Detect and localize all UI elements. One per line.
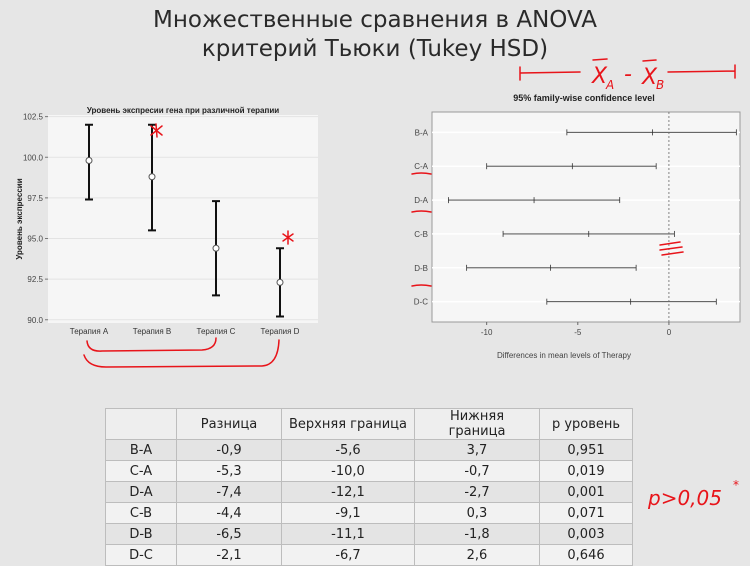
formula-xa: X [591,64,608,89]
value-cell: -0,7 [414,460,540,482]
table-body: B-A -0,9 -5,6 3,7 0,951 C-A -5,3 -10,0 -0,7 0,019… [105,439,633,566]
value-cell: -12,1 [281,481,415,503]
x-tick-label: Терапия B [133,327,171,336]
table-header-cell: Разница [176,408,282,440]
underline-ca [411,172,432,175]
table-header-cell: p уровень [539,408,633,440]
value-cell: 0,071 [539,502,633,524]
x-tick-label: -10 [481,328,493,337]
formula-xa-bar [592,58,608,61]
bracket-a-d [83,339,280,368]
comparison-cell: B-A [105,439,177,461]
table-row: B-A -0,9 -5,6 3,7 0,951 [105,439,633,461]
y-tick-label: 92.5 [27,275,43,284]
chart-title: Уровень экспресии гена при различной тер… [87,106,279,115]
value-cell: 0,646 [539,544,633,566]
p-threshold-note: p>0,05 [647,486,722,510]
x-tick-label: Терапия D [261,327,300,336]
y-tick-label: 97.5 [27,194,43,203]
y-tick-label: 95.0 [27,235,43,244]
mean-point [85,157,93,164]
formula-xb: X [641,65,658,90]
value-cell: -4,4 [176,502,282,524]
interval-plot-panel [431,111,741,323]
table-row: D-A -7,4 -12,1 -2,7 0,001 [105,481,633,503]
comparison-cell: C-B [105,502,177,524]
note-star: * [733,478,739,492]
value-cell: 0,019 [539,460,633,482]
chart-title: 95% family-wise confidence level [513,93,655,103]
comparison-cell: C-A [105,460,177,482]
mean-point [212,244,220,252]
comparison-cell: D-A [105,481,177,503]
value-cell: -1,8 [414,523,540,545]
value-cell: -10,0 [281,460,415,482]
table-row: D-C -2,1 -6,7 2,6 0,646 [105,544,633,566]
value-cell: -5,3 [176,460,282,482]
table-header-row: Разница Верхняя граница Нижняя граница p ур… [105,408,633,440]
mean-point [276,278,284,286]
value-cell: -11,1 [281,523,415,545]
slide-title: Множественные сравнения в ANOVA [153,7,597,33]
y-axis-label: Уровень экспрессии [15,178,24,259]
formula-xb-sub: B [656,78,664,92]
slide-subtitle: критерий Тьюки (Tukey HSD) [201,36,549,62]
bracket-a-c [86,337,217,352]
y-tick-label: C-A [414,162,428,171]
y-tick-label: D-C [414,298,428,307]
x-tick-label: 0 [667,328,672,337]
x-tick-label: -5 [574,328,582,337]
y-tick-label: D-A [414,196,428,205]
y-tick-label: D-B [414,264,428,273]
mean-point [148,173,156,181]
x-tick-label: Терапия C [197,327,236,336]
table-row: C-A -5,3 -10,0 -0,7 0,019 [105,460,633,482]
y-tick-label: 90.0 [27,316,43,325]
value-cell: -0,9 [176,439,282,461]
value-cell: 0,003 [539,523,633,545]
y-tick-label: 100.0 [23,153,44,162]
formula-xb-bar [642,59,657,62]
y-tick-label: C-B [414,230,428,239]
star-b [150,123,163,138]
table-header-cell [105,408,177,440]
value-cell: 0,3 [414,502,540,524]
value-cell: -2,1 [176,544,282,566]
table-header-cell: Верхняя граница [281,408,415,440]
value-cell: -7,4 [176,481,282,503]
errorbar-plot-panel [48,115,318,323]
star-d [282,230,294,245]
formula-minus: - [624,62,632,87]
value-cell: 2,6 [414,544,540,566]
x-axis-label: Differences in mean levels of Therapy [497,351,631,360]
comparison-cell: D-B [105,523,177,545]
y-tick-label: B-A [415,128,429,137]
formula-xa-sub: A [605,78,614,92]
comparison-cell: D-C [105,544,177,566]
x-tick-label: Терапия A [70,327,109,336]
value-cell: -6,5 [176,523,282,545]
value-cell: -9,1 [281,502,415,524]
table-row: C-B -4,4 -9,1 0,3 0,071 [105,502,633,524]
value-cell: -5,6 [281,439,415,461]
underline-da [411,210,432,213]
table-row: D-B -6,5 -11,1 -1,8 0,003 [105,523,633,545]
table-header-cell: Нижняя граница [414,408,540,440]
tukey-table: Разница Верхняя граница Нижняя граница p ур… [105,408,633,566]
formula-left-arrow [519,66,581,81]
value-cell: 0,001 [539,481,633,503]
y-tick-label: 102.5 [23,113,44,122]
underline-db [411,284,432,287]
value-cell: -6,7 [281,544,415,566]
value-cell: 3,7 [414,439,540,461]
formula-right-arrow [667,64,736,79]
charts-canvas: 102.5 100.0 97.5 95.0 92.5 90.0 Уровень экспре… [15,58,741,510]
value-cell: -2,7 [414,481,540,503]
mark-cb [659,241,684,256]
value-cell: 0,951 [539,439,633,461]
